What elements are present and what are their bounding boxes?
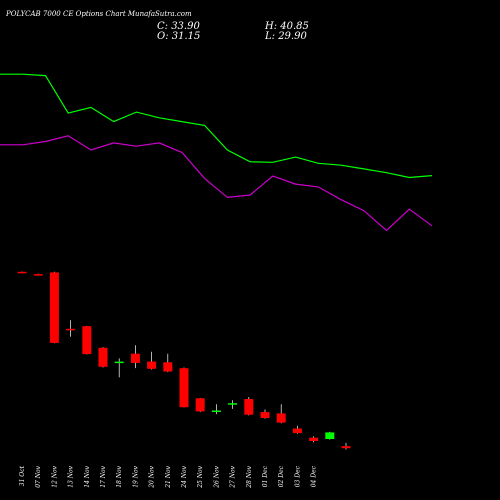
candle-body <box>179 368 189 408</box>
candle <box>211 404 221 415</box>
candle <box>244 397 254 416</box>
candle-body <box>33 274 43 276</box>
candle <box>49 271 59 344</box>
candle <box>341 442 351 450</box>
low-readout: L: 29.90 <box>264 31 307 42</box>
x-tick-label: 12 Nov <box>51 465 58 487</box>
candle-body <box>325 432 335 439</box>
lower-line <box>0 135 433 232</box>
candle <box>292 425 302 434</box>
x-axis-ticks: 31 Oct 07 Nov 12 Nov 13 Nov 14 Nov 17 Nov 18 N… <box>19 465 318 488</box>
x-tick-label: 28 Nov <box>246 465 253 488</box>
candle-body <box>98 347 108 367</box>
x-tick-label: 14 Nov <box>84 465 91 487</box>
candle <box>114 358 124 378</box>
x-tick-label: 13 Nov <box>68 465 75 487</box>
indicator-lines <box>0 73 433 232</box>
candle-body <box>195 398 205 412</box>
candle-body <box>276 413 286 423</box>
x-tick-label: 18 Nov <box>116 465 123 487</box>
x-tick-label: 03 Dec <box>294 465 301 487</box>
x-tick-label: 19 Nov <box>132 465 139 487</box>
candle-body <box>228 403 238 405</box>
x-tick-label: 26 Nov <box>213 465 220 488</box>
candle-body <box>114 361 124 364</box>
upper-line <box>0 73 433 179</box>
x-tick-label: 04 Dec <box>311 465 318 487</box>
candle-body <box>260 412 270 418</box>
candle-body <box>66 328 76 331</box>
high-readout: H: 40.85 <box>264 21 309 32</box>
candle <box>228 400 238 409</box>
candle-body <box>147 361 157 369</box>
candle-body <box>341 446 351 449</box>
candle <box>33 273 43 276</box>
x-tick-label: 02 Dec <box>278 465 285 487</box>
candle-body <box>244 399 254 415</box>
candle <box>163 353 173 373</box>
candle <box>260 409 270 419</box>
chart-title: POLYCAB 7000 CE Options Chart MunafaSutr… <box>5 10 192 18</box>
candle <box>82 325 92 355</box>
close-readout: C: 33.90 <box>157 21 200 32</box>
candle-body <box>211 410 221 412</box>
candle <box>66 320 76 337</box>
candles <box>17 271 351 450</box>
x-tick-label: 24 Nov <box>181 465 188 488</box>
candle <box>179 367 189 408</box>
candle-body <box>309 437 319 441</box>
x-tick-label: 20 Nov <box>149 465 156 488</box>
candle <box>276 404 286 424</box>
candle-body <box>292 428 302 434</box>
x-tick-label: 01 Dec <box>262 465 269 487</box>
candle <box>17 271 27 274</box>
x-tick-label: 21 Nov <box>165 465 172 488</box>
x-tick-label: 07 Nov <box>35 465 42 487</box>
x-tick-label: 31 Oct <box>19 465 26 486</box>
x-tick-label: 27 Nov <box>230 465 237 488</box>
candle-body <box>130 353 140 363</box>
candle <box>147 351 157 370</box>
candle-body <box>82 326 92 355</box>
candle-body <box>17 271 27 274</box>
candle <box>325 431 335 440</box>
candle <box>195 398 205 413</box>
candle <box>309 436 319 443</box>
candle <box>130 345 140 369</box>
candle-body <box>163 362 173 372</box>
candle-body <box>49 272 59 343</box>
x-tick-label: 17 Nov <box>100 465 107 487</box>
candle <box>98 347 108 368</box>
open-readout: O: 31.15 <box>157 31 200 42</box>
x-tick-label: 25 Nov <box>197 465 204 488</box>
